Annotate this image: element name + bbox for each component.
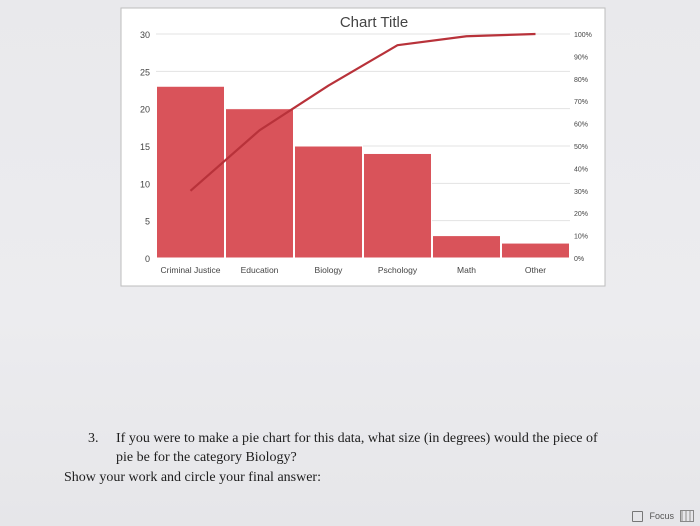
y2-tick-label: 90% — [574, 54, 588, 61]
chart-title: Chart Title — [340, 14, 408, 31]
y2-tick-label: 60% — [574, 122, 588, 129]
secondary-y-axis-ticks: 0% 10% 20% 30% 40% 50% 60% 70% 80% 90% 100% — [574, 32, 592, 263]
x-tick-label: Education — [241, 265, 279, 275]
bar — [432, 235, 501, 259]
y2-tick-label: 40% — [574, 166, 588, 173]
bar — [501, 242, 570, 259]
y-axis-ticks: 0 5 10 15 20 25 30 — [140, 30, 150, 264]
question-number: 3. — [88, 431, 99, 446]
y2-tick-label: 70% — [574, 99, 588, 106]
cumulative-line — [189, 32, 536, 192]
y2-tick-label: 0% — [574, 256, 584, 263]
bar — [156, 85, 225, 259]
y-tick-label: 5 — [145, 217, 150, 227]
layout-icon[interactable] — [680, 510, 694, 522]
y-tick-label: 25 — [140, 67, 150, 77]
bar — [294, 145, 363, 259]
question-text-line-2: pie be for the category Biology? — [116, 450, 297, 465]
y-tick-label: 15 — [140, 142, 150, 152]
focus-label[interactable]: Focus — [649, 511, 674, 521]
bar — [363, 152, 432, 259]
y2-tick-label: 80% — [574, 77, 588, 84]
question-instruction: Show your work and circle your final ans… — [64, 470, 321, 485]
y2-tick-label: 10% — [574, 234, 588, 241]
x-tick-label: Math — [457, 265, 476, 275]
x-tick-label: Biology — [315, 265, 344, 275]
question-text-line-1: If you were to make a pie chart for this… — [116, 431, 598, 446]
y-tick-label: 10 — [140, 179, 150, 189]
y2-tick-label: 20% — [574, 211, 588, 218]
x-axis-ticks: Criminal Justice Education Biology Pscholog… — [161, 265, 547, 275]
y2-tick-label: 50% — [574, 144, 588, 151]
y2-tick-label: 30% — [574, 189, 588, 196]
x-tick-label: Pschology — [378, 265, 418, 275]
y2-tick-label: 100% — [574, 32, 592, 39]
bar — [225, 108, 294, 259]
cumulative-percent-line — [189, 32, 536, 192]
y-tick-label: 30 — [140, 30, 150, 40]
x-tick-label: Other — [525, 265, 546, 275]
y-tick-label: 20 — [140, 105, 150, 115]
focus-icon[interactable] — [632, 510, 644, 522]
x-tick-label: Criminal Justice — [161, 265, 221, 275]
y-tick-label: 0 — [145, 254, 150, 264]
status-bar: Focus — [632, 510, 694, 522]
